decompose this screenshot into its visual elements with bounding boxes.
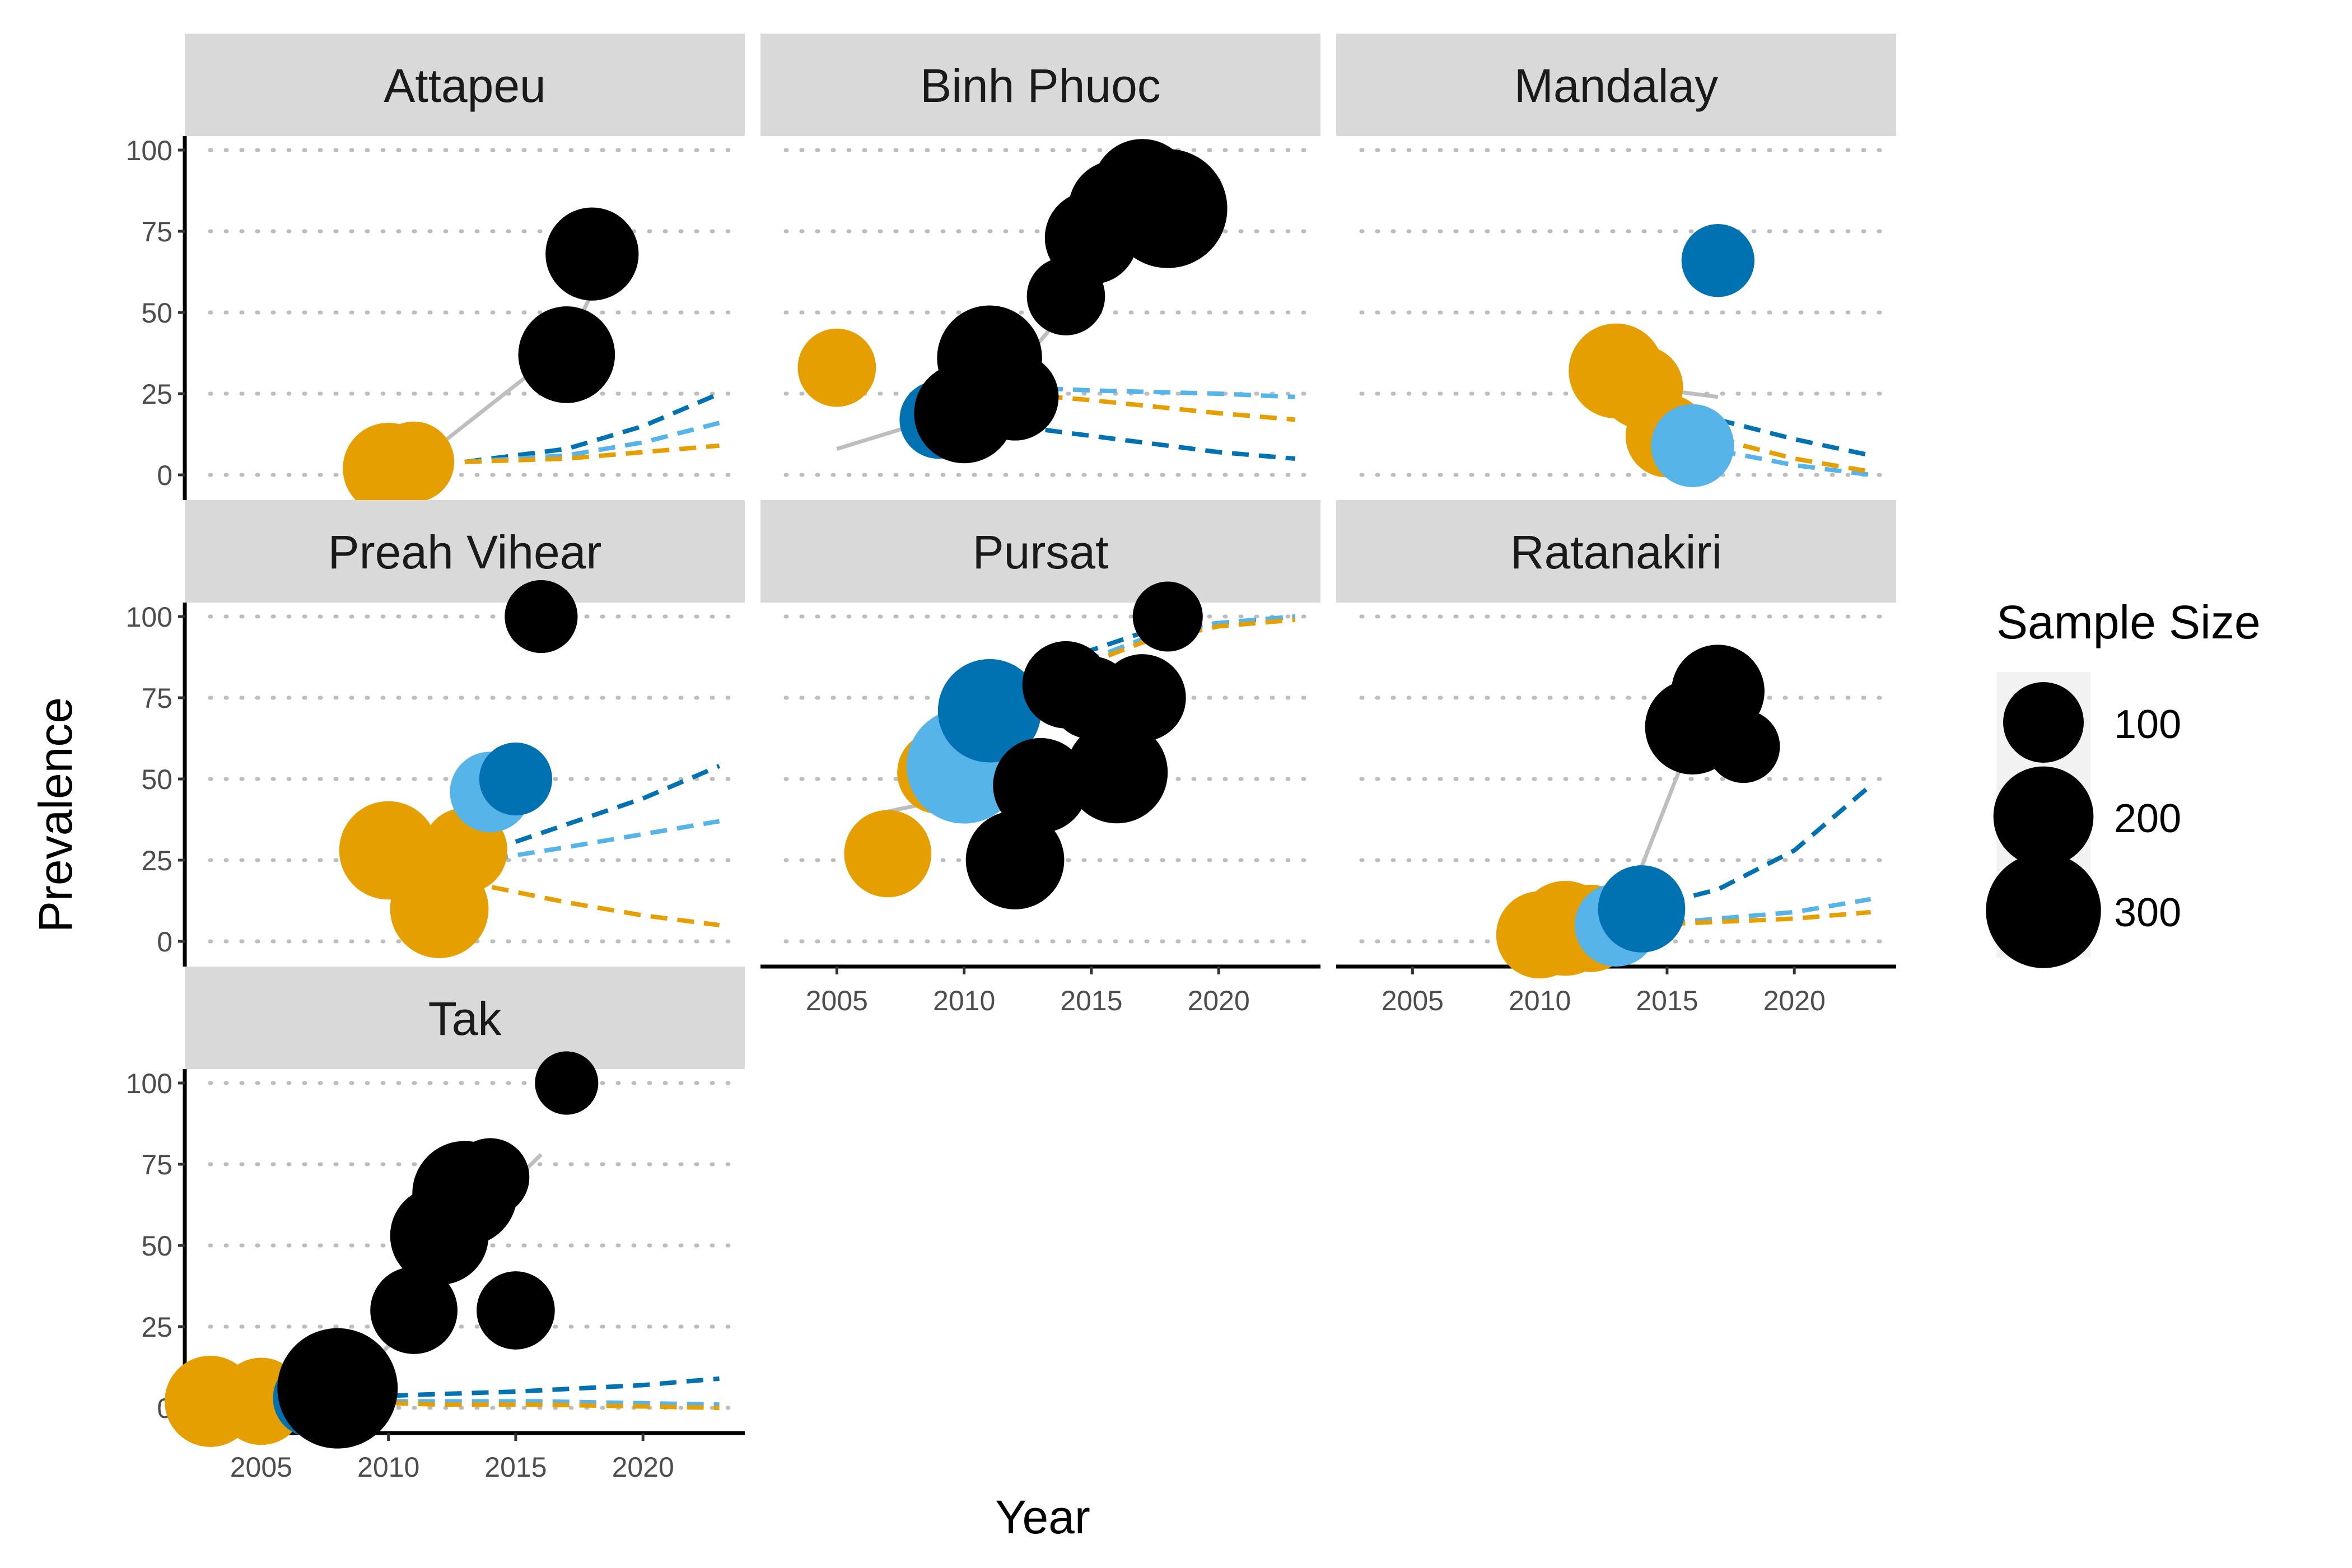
y-tick-label: 100 bbox=[126, 1068, 172, 1099]
x-tick-label: 2020 bbox=[1188, 985, 1250, 1016]
data-point bbox=[1098, 654, 1186, 741]
panel-attapeu: Attapeu 0 25 50 75 100 bbox=[126, 34, 745, 514]
x-tick-label: 2010 bbox=[357, 1452, 419, 1483]
panel-pursat: Pursat 2005 2010 2015 2020 bbox=[760, 500, 1320, 1016]
y-tick-label: 75 bbox=[141, 1149, 172, 1180]
x-tick-label: 2010 bbox=[1509, 985, 1571, 1016]
legend: Sample Size 100 200 300 bbox=[1986, 596, 2261, 968]
data-point bbox=[451, 1138, 530, 1217]
x-tick-label: 2015 bbox=[1636, 985, 1698, 1016]
panel-preah-vihear: Preah Vihear 0 25 50 75 100 bbox=[126, 500, 745, 967]
x-tick-label: 2020 bbox=[1763, 985, 1826, 1016]
y-axis-title: Prevalence bbox=[29, 697, 82, 932]
data-point bbox=[1681, 224, 1754, 297]
x-axis-title: Year bbox=[995, 1491, 1090, 1543]
data-point bbox=[1108, 149, 1228, 268]
data-point bbox=[1132, 581, 1203, 652]
x-tick-label: 2020 bbox=[612, 1452, 674, 1483]
facet-strip bbox=[185, 34, 745, 136]
data-point bbox=[518, 306, 615, 403]
y-tick-label: 25 bbox=[141, 1312, 172, 1343]
facet-title: Tak bbox=[428, 992, 502, 1045]
data-point bbox=[844, 810, 932, 898]
legend-key-circle bbox=[1993, 766, 2094, 867]
y-tick-label: 50 bbox=[141, 764, 172, 795]
projection-line-orange bbox=[464, 443, 720, 464]
y-tick-label: 100 bbox=[126, 135, 172, 166]
legend-key-circle bbox=[1986, 853, 2101, 968]
facet-strip bbox=[760, 500, 1320, 603]
x-tick-label: 2015 bbox=[1060, 985, 1122, 1016]
panel-binh-phuoc: Binh Phuoc bbox=[760, 34, 1320, 477]
projection-line-dark-blue bbox=[337, 1376, 720, 1401]
panel-mandalay: Mandalay bbox=[1336, 34, 1896, 487]
data-point bbox=[479, 742, 553, 816]
data-point bbox=[965, 811, 1065, 909]
facet-strip bbox=[1336, 500, 1896, 603]
x-tick-label: 2005 bbox=[806, 985, 868, 1016]
data-point bbox=[535, 1051, 599, 1115]
legend-key-label: 300 bbox=[2114, 890, 2181, 935]
data-point bbox=[374, 421, 455, 502]
facet-title: Ratanakiri bbox=[1510, 526, 1722, 578]
y-tick-label: 50 bbox=[141, 1230, 172, 1262]
projection-line-orange bbox=[438, 874, 720, 927]
legend-key-label: 200 bbox=[2114, 796, 2181, 841]
projection-line-dark-blue bbox=[464, 391, 721, 464]
legend-key-circle bbox=[2003, 682, 2084, 763]
data-point bbox=[477, 1271, 555, 1350]
data-point bbox=[937, 659, 1042, 763]
x-tick-label: 2010 bbox=[933, 985, 995, 1016]
data-point bbox=[1066, 721, 1168, 824]
facet-panels: Attapeu 0 25 50 75 100 Binh Phuoc Mandalay Preah… bbox=[126, 34, 1896, 1483]
projection-line-dark-blue bbox=[489, 764, 721, 853]
projection-line-dark-blue bbox=[938, 414, 1295, 461]
x-tick-label: 2005 bbox=[1382, 985, 1444, 1016]
data-point bbox=[545, 207, 639, 301]
y-tick-label: 0 bbox=[157, 926, 172, 958]
data-point bbox=[971, 353, 1059, 441]
projection-line-light-blue bbox=[1692, 443, 1872, 477]
y-tick-label: 75 bbox=[141, 216, 172, 248]
x-tick-label: 2015 bbox=[484, 1452, 547, 1483]
y-tick-label: 0 bbox=[157, 460, 172, 491]
facet-title: Binh Phuoc bbox=[920, 59, 1161, 112]
legend-key-label: 100 bbox=[2114, 702, 2181, 747]
data-point bbox=[1707, 710, 1780, 783]
x-tick-label: 2005 bbox=[230, 1452, 292, 1483]
y-tick-label: 25 bbox=[141, 379, 172, 410]
y-tick-label: 75 bbox=[141, 683, 172, 714]
legend-title: Sample Size bbox=[1996, 596, 2261, 648]
y-tick-label: 50 bbox=[141, 297, 172, 329]
facet-title: Mandalay bbox=[1514, 59, 1718, 112]
data-point bbox=[370, 1267, 458, 1354]
data-point bbox=[993, 738, 1088, 833]
projection-line-light-blue bbox=[939, 381, 1295, 399]
projection-line-light-blue bbox=[464, 819, 720, 866]
facet-strip bbox=[1336, 34, 1896, 136]
facet-strip bbox=[185, 967, 745, 1069]
y-tick-label: 100 bbox=[126, 601, 172, 633]
facet-strip bbox=[185, 500, 745, 603]
projection-line-light-blue bbox=[464, 421, 720, 464]
data-point bbox=[1651, 404, 1734, 487]
data-point bbox=[1598, 865, 1686, 953]
panel-ratanakiri: Ratanakiri 2005 2010 2015 2020 bbox=[1336, 500, 1896, 1016]
y-tick-label: 25 bbox=[141, 845, 172, 876]
facet-title: Pursat bbox=[973, 526, 1109, 578]
facet-title: Preah Vihear bbox=[328, 526, 602, 578]
facet-strip bbox=[760, 34, 1320, 136]
facet-title: Attapeu bbox=[384, 59, 546, 112]
data-point bbox=[797, 328, 876, 407]
data-point bbox=[277, 1328, 398, 1449]
projection-line-orange bbox=[938, 385, 1295, 422]
data-point bbox=[505, 580, 578, 654]
